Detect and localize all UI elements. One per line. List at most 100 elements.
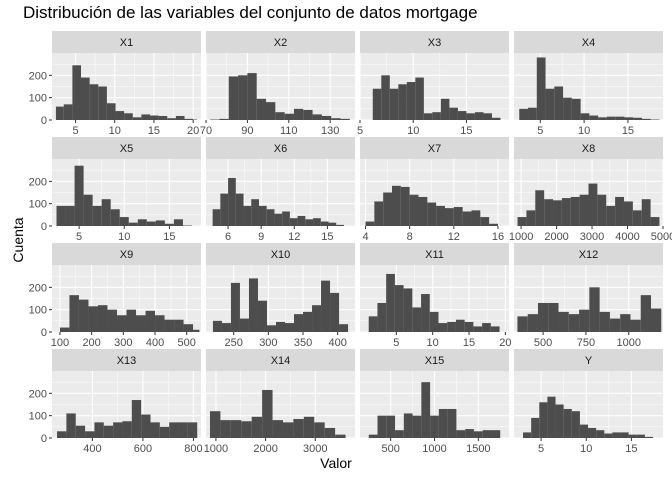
histogram-bar bbox=[381, 75, 390, 120]
histogram-bar bbox=[141, 114, 151, 120]
histogram-bar bbox=[571, 98, 581, 120]
histogram-bar bbox=[423, 113, 433, 120]
histogram-bar bbox=[429, 311, 439, 332]
histogram-bar bbox=[167, 118, 176, 120]
histogram-bar bbox=[321, 280, 331, 332]
histogram-bar bbox=[282, 422, 294, 438]
facet-strip bbox=[52, 137, 201, 159]
histogram-bar bbox=[303, 416, 315, 438]
histogram-bar bbox=[555, 404, 564, 438]
x-tick-label: 250 bbox=[225, 337, 243, 349]
x-tick-label: 500 bbox=[178, 337, 196, 349]
histogram-bar bbox=[103, 425, 114, 438]
histogram-bar bbox=[115, 111, 125, 120]
histogram-bar bbox=[580, 113, 590, 120]
histogram-bar bbox=[440, 98, 450, 120]
histogram-bar bbox=[641, 118, 651, 120]
histogram-bar bbox=[336, 224, 344, 226]
histogram-bar bbox=[158, 115, 168, 120]
histogram-bar bbox=[398, 84, 407, 120]
histogram-bar bbox=[141, 414, 151, 438]
histogram-bar bbox=[553, 200, 562, 226]
x-tick-label: 3000 bbox=[303, 443, 327, 455]
histogram-bar bbox=[183, 324, 194, 332]
histogram-bar bbox=[377, 415, 387, 438]
histogram-bar bbox=[136, 315, 146, 332]
x-tick-label: 2000 bbox=[253, 443, 277, 455]
histogram-bar bbox=[257, 300, 267, 332]
histogram-bar bbox=[474, 112, 484, 120]
histogram-bar bbox=[56, 205, 66, 226]
histogram-bar bbox=[421, 294, 430, 332]
histogram-bar bbox=[294, 314, 304, 332]
histogram-bar bbox=[597, 194, 607, 226]
histogram-bar bbox=[251, 416, 263, 438]
histogram-bar bbox=[248, 278, 258, 332]
y-tick-label: 200 bbox=[29, 70, 47, 82]
histogram-bar bbox=[243, 205, 252, 226]
y-tick-label: 100 bbox=[29, 411, 47, 423]
histogram-bar bbox=[324, 427, 336, 438]
histogram-bar bbox=[630, 319, 641, 332]
facet-strip-label: X3 bbox=[428, 37, 441, 49]
histogram-bar bbox=[230, 282, 240, 332]
histogram-bar bbox=[604, 433, 613, 438]
x-tick-label: 750 bbox=[577, 337, 595, 349]
x-tick-label: 10 bbox=[118, 231, 130, 243]
x-tick-label: 500 bbox=[381, 443, 399, 455]
histogram-bar bbox=[312, 305, 322, 332]
histogram-bar bbox=[266, 325, 276, 332]
x-tick-label: 110 bbox=[280, 125, 298, 137]
histogram-bar bbox=[598, 117, 607, 120]
facet-strip bbox=[360, 243, 509, 265]
x-tick-label: 15 bbox=[148, 125, 160, 137]
histogram-bar bbox=[409, 194, 419, 226]
histogram-bar bbox=[579, 194, 589, 226]
x-tick-label: 1000 bbox=[509, 231, 533, 243]
x-tick-label: 1500 bbox=[466, 443, 490, 455]
histogram-bar bbox=[282, 211, 290, 226]
facet-strip-label: X12 bbox=[579, 249, 599, 261]
histogram-bar bbox=[81, 77, 90, 120]
histogram-bar bbox=[65, 205, 75, 226]
histogram-bar bbox=[256, 98, 267, 120]
x-tick-label: 1000 bbox=[204, 443, 228, 455]
x-tick-label: 15 bbox=[463, 337, 475, 349]
histogram-bar bbox=[131, 400, 142, 438]
histogram-bar bbox=[462, 211, 472, 226]
histogram-bar bbox=[340, 118, 350, 120]
x-tick-label: 350 bbox=[294, 337, 312, 349]
histogram-bar bbox=[612, 432, 621, 438]
y-tick-label: 100 bbox=[29, 305, 47, 317]
histogram-bar bbox=[599, 311, 610, 332]
histogram-bar bbox=[119, 217, 129, 226]
facet-strip-label: X13 bbox=[117, 355, 137, 367]
histogram-bar bbox=[74, 165, 84, 226]
histogram-bar bbox=[57, 431, 67, 438]
histogram-bar bbox=[527, 314, 538, 332]
histogram-bar bbox=[392, 185, 401, 226]
histogram-bar bbox=[303, 311, 313, 332]
histogram-bar bbox=[491, 117, 501, 120]
y-tick-label: 200 bbox=[29, 388, 47, 400]
histogram-bar bbox=[173, 219, 183, 226]
histogram-bar bbox=[228, 177, 236, 226]
histogram-bar bbox=[150, 422, 160, 438]
facet-strip bbox=[360, 31, 509, 53]
x-tick-label: 2000 bbox=[544, 231, 568, 243]
histogram-bar bbox=[220, 193, 229, 226]
facet-strip bbox=[514, 31, 663, 53]
facet-strip bbox=[206, 137, 355, 159]
histogram-bar bbox=[331, 118, 341, 120]
histogram-bar bbox=[69, 295, 79, 332]
histogram-bar bbox=[632, 210, 642, 226]
histogram-bar bbox=[328, 222, 337, 226]
histogram-bar bbox=[219, 118, 229, 120]
x-tick-label: 10 bbox=[427, 337, 439, 349]
x-tick-label: 10 bbox=[109, 125, 121, 137]
histogram-bar bbox=[563, 97, 572, 120]
histogram-bar bbox=[132, 117, 142, 120]
histogram-bar bbox=[628, 434, 637, 438]
histogram-bar bbox=[466, 113, 475, 120]
